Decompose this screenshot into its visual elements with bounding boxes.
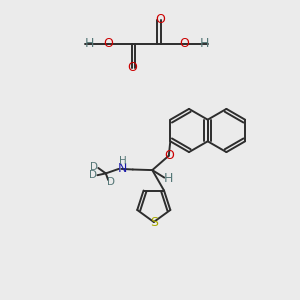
Text: H: H (164, 172, 173, 185)
Text: N: N (118, 162, 127, 176)
Text: H: H (119, 155, 127, 166)
Text: S: S (150, 215, 158, 229)
Text: O: O (127, 61, 137, 74)
Text: O: O (164, 149, 174, 162)
Text: O: O (103, 37, 113, 50)
Text: D: D (89, 170, 97, 180)
Text: O: O (156, 13, 165, 26)
Text: O: O (180, 37, 189, 50)
Text: D: D (90, 162, 98, 172)
Text: H: H (85, 37, 94, 50)
Text: H: H (200, 37, 209, 50)
Text: D: D (106, 177, 115, 188)
